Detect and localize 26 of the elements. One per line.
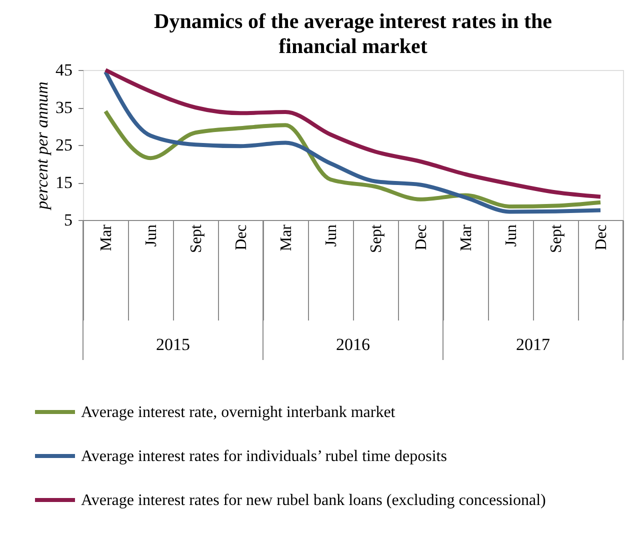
y-tick-label: 35 [56, 98, 72, 117]
text: 2016 [336, 335, 370, 354]
chart-title: Dynamics of the average interest rates in the financial market [154, 9, 552, 58]
y-tick-label: 25 [56, 136, 72, 154]
legend-label: Average interest rates for new rubel bank loans (excluding concessional) [81, 492, 546, 509]
text: 2017 [516, 335, 550, 354]
x-tick-label: Jun [323, 224, 340, 247]
x-tick-label: Jun [143, 224, 160, 247]
x-tick-label: Jun [503, 224, 520, 247]
y-axis-title: percent per annum [32, 82, 52, 210]
x-tick-label: Sept [188, 224, 205, 253]
legend-label: Average interest rates for individuals’ rubel time deposits [81, 448, 447, 465]
x-tick-label: Dec [233, 224, 250, 250]
y-tick-label: 45 [56, 60, 72, 80]
x-tick-label: Mar [278, 224, 295, 252]
line-series [104, 109, 602, 208]
text: 2015 [156, 335, 190, 354]
y-tick-label: 5 [64, 210, 72, 230]
x-tick-label: Mar [458, 224, 475, 252]
legend-label: Average interest rate, overnight interbank market [81, 404, 396, 421]
y-tick-label: 15 [56, 173, 72, 192]
x-tick-label: Sept [368, 224, 385, 253]
x-tick-label: Mar [98, 224, 115, 252]
x-tick-label: Dec [593, 224, 610, 250]
x-tick-label: Dec [413, 224, 430, 250]
x-tick-label: Sept [548, 224, 565, 253]
